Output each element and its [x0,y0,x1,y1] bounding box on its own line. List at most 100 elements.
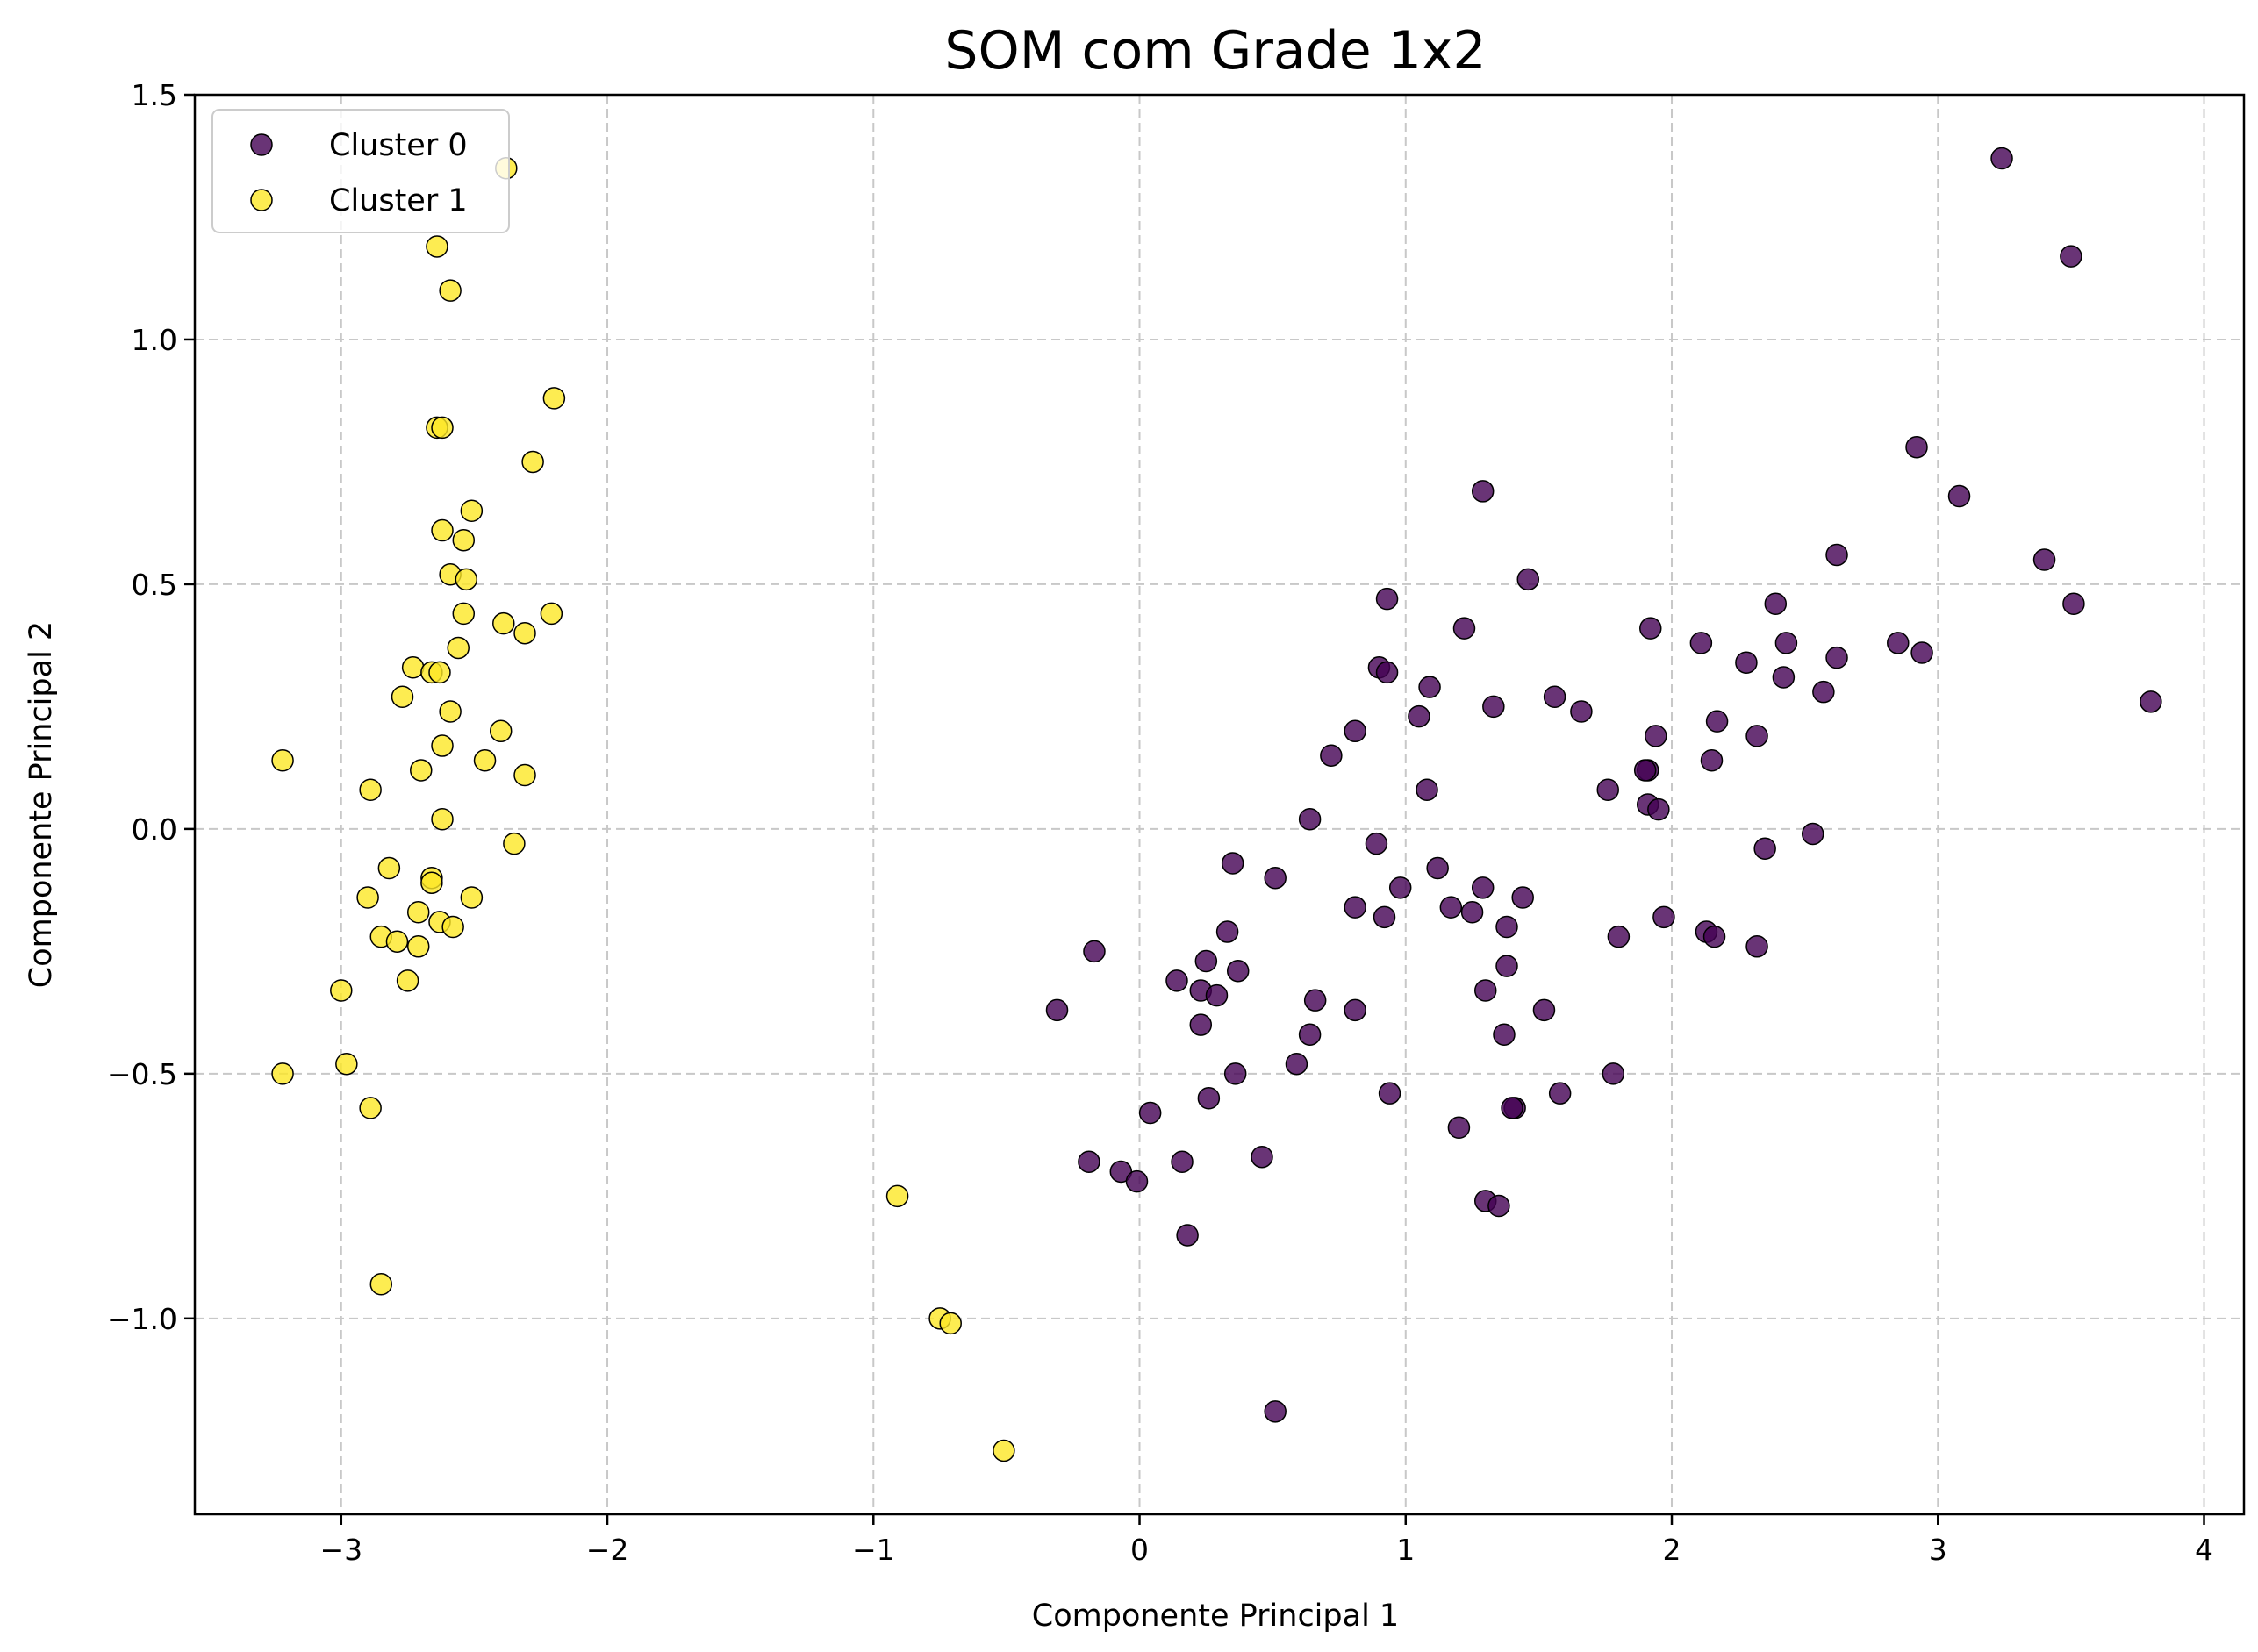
data-point-cluster-0 [1251,1145,1273,1169]
data-point-cluster-0 [1344,896,1366,919]
data-point-cluster-0 [1109,1160,1133,1184]
x-tick-label: 4 [2195,1533,2213,1567]
data-point-cluster-0 [1471,876,1495,899]
x-tick-label: −3 [319,1533,362,1567]
data-point-cluster-0 [1745,725,1768,747]
data-point-cluster-0 [1460,900,1484,924]
data-point-cluster-1 [406,935,430,958]
data-point-cluster-0 [1426,856,1449,880]
data-point-cluster-0 [1801,822,1824,846]
data-point-cluster-0 [1189,1013,1213,1036]
data-point-cluster-0 [1125,1169,1149,1193]
data-point-cluster-0 [1482,695,1505,719]
data-point-cluster-0 [1285,1052,1308,1076]
data-point-cluster-1 [452,602,476,626]
data-point-cluster-0 [1700,749,1724,772]
data-point-cluster-0 [1905,435,1928,459]
data-point-cluster-1 [513,763,536,787]
x-tick-label: 2 [1663,1533,1681,1567]
data-point-cluster-0 [1772,666,1796,689]
data-point-cluster-0 [1344,719,1366,743]
data-point-cluster-1 [473,749,497,772]
data-point-cluster-0 [1416,778,1438,802]
data-point-cluster-0 [1910,641,1933,664]
data-point-cluster-0 [1947,484,1971,508]
chart-title: SOM com Grade 1x2 [944,20,1486,82]
axis-ticks: −3 −2 −1 0 1 2 3 4 −1.0 −0.5 0.0 0.5 1.0 1.5 [107,78,2213,1567]
data-point-cluster-0 [1745,935,1768,958]
data-point-cluster-1 [540,602,563,626]
legend-label-cluster-1: Cluster 1 [329,183,468,218]
data-point-cluster-1 [885,1184,909,1208]
data-point-cluster-0 [1596,778,1619,802]
data-point-cluster-1 [431,416,454,440]
x-axis-label: Componente Principal 1 [1032,1598,1399,1634]
data-point-cluster-1 [420,871,443,895]
data-point-cluster-0 [1501,1097,1523,1119]
data-point-cluster-0 [1705,710,1729,733]
x-tick-label: 1 [1396,1533,1415,1567]
y-tick-label: 1.5 [132,78,177,112]
data-point-cluster-1 [406,900,430,924]
data-point-cluster-1 [455,568,478,591]
legend-marker-cluster-1 [250,189,273,211]
data-point-cluster-0 [1264,1400,1287,1423]
data-point-cluster-0 [2140,690,2162,713]
data-point-cluster-1 [356,886,379,909]
data-point-cluster-0 [1543,685,1566,709]
data-point-cluster-0 [1298,807,1322,831]
data-point-cluster-0 [1702,925,1726,948]
x-tick-label: −1 [852,1533,895,1567]
data-point-cluster-0 [1639,617,1662,640]
legend: Cluster 0 Cluster 1 [211,109,510,233]
data-point-cluster-1 [452,528,476,552]
data-point-cluster-0 [2060,245,2082,268]
data-point-cluster-1 [521,450,544,474]
y-tick-label: −1.0 [107,1302,177,1336]
data-point-cluster-0 [1825,543,1848,567]
data-point-cluster-0 [1223,1062,1247,1085]
data-point-cluster-0 [1647,797,1670,821]
data-point-cluster-0 [1165,969,1188,992]
data-point-cluster-0 [1570,700,1593,723]
data-point-cluster-0 [1495,915,1518,939]
data-point-cluster-0 [1764,592,1788,615]
data-point-cluster-0 [1215,920,1239,943]
data-point-cluster-0 [1887,632,1910,654]
data-point-cluster-1 [460,499,484,522]
data-point-cluster-1 [391,685,414,709]
data-point-cluster-1 [513,621,536,645]
data-point-cluster-0 [1825,646,1848,669]
data-point-cluster-1 [330,979,353,1002]
data-point-cluster-1 [426,235,448,258]
data-point-cluster-1 [460,886,484,909]
data-point-cluster-0 [1645,725,1667,747]
data-point-cluster-0 [1171,1150,1194,1174]
x-tick-label: 0 [1130,1533,1149,1567]
data-point-cluster-0 [1176,1224,1199,1247]
data-point-cluster-1 [377,856,401,880]
data-point-cluster-0 [1602,1062,1625,1085]
data-point-cluster-0 [1548,1082,1572,1105]
data-point-cluster-1 [428,661,451,684]
data-point-cluster-0 [1487,1194,1510,1218]
data-point-cluster-1 [431,734,454,757]
data-point-cluster-1 [431,518,454,542]
legend-label-cluster-0: Cluster 0 [329,128,468,163]
legend-marker-cluster-0 [250,133,273,156]
data-point-cluster-1 [542,387,566,410]
data-point-cluster-1 [489,719,513,743]
data-point-cluster-0 [1812,680,1835,704]
data-point-cluster-0 [1078,1150,1100,1174]
data-point-cluster-0 [2032,548,2056,571]
y-tick-label: −0.5 [107,1057,177,1091]
data-point-cluster-0 [1365,832,1388,855]
data-point-cluster-0 [1388,876,1412,899]
y-axis-label: Componente Principal 2 [24,621,59,988]
data-point-cluster-0 [1138,1101,1162,1125]
data-point-cluster-0 [1633,759,1657,782]
data-point-cluster-1 [439,279,462,302]
data-point-cluster-0 [1378,1082,1401,1105]
data-point-cluster-1 [439,700,462,723]
